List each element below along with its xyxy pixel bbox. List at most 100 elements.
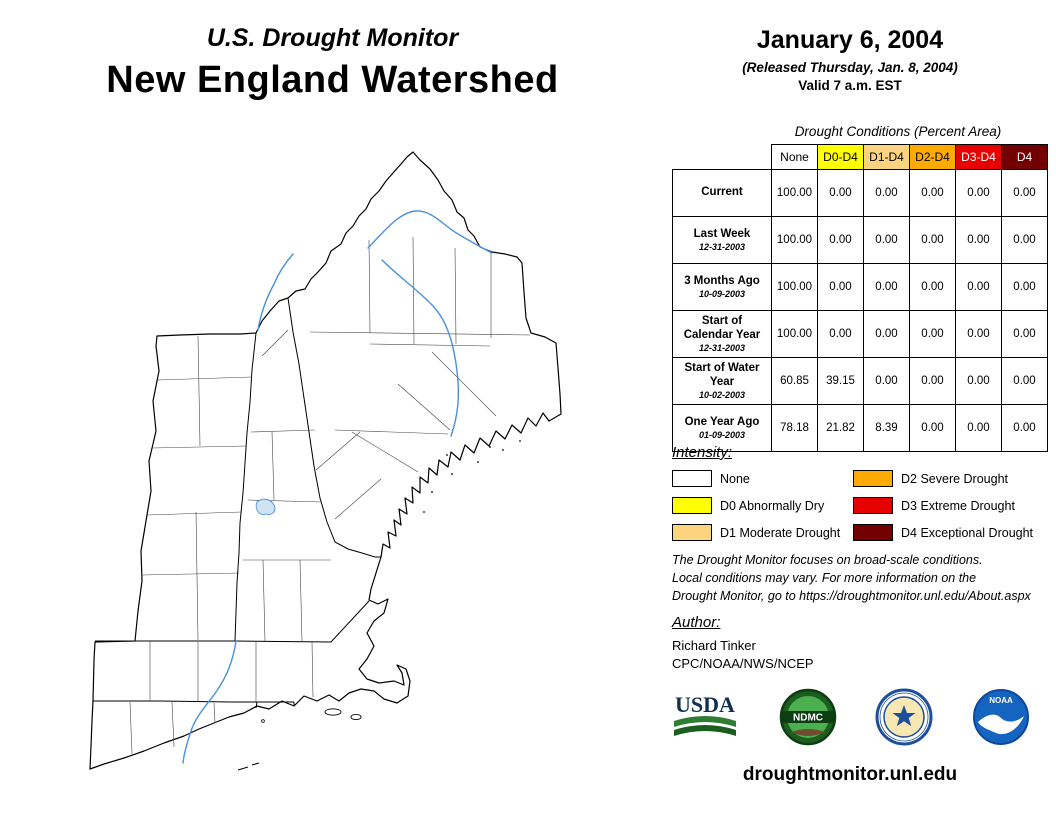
table-cell: 0.00 [909,357,956,405]
row-label: Last Week 12-31-2003 [672,216,772,264]
table-row: One Year Ago 01-09-2003 78.18 21.82 8.39… [672,404,1048,452]
table-cell: 0.00 [817,216,864,264]
table-cell: 0.00 [955,357,1002,405]
table-cell: 78.18 [771,404,818,452]
table-cell: 0.00 [863,263,910,311]
table-row: Last Week 12-31-2003 100.00 0.00 0.00 0.… [672,216,1048,264]
legend-label: D2 Severe Drought [901,471,1009,486]
author-name: Richard Tinker [672,638,756,653]
disclaimer-line: Local conditions may vary. For more info… [672,570,977,585]
author-block: Author: Richard Tinker CPC/NOAA/NWS/NCEP [672,614,814,671]
table-cell: 8.39 [863,404,910,452]
table-cell: 60.85 [771,357,818,405]
table-cell: 100.00 [771,216,818,264]
report-date: January 6, 2004 [756,26,944,54]
column-header: D4 [1001,144,1048,170]
column-header: D2-D4 [909,144,956,170]
table-cell: 0.00 [863,310,910,358]
table-corner-cell [672,144,772,170]
table-cell: 0.00 [909,216,956,264]
table-cell: 0.00 [1001,263,1048,311]
table-cell: 0.00 [955,169,1002,217]
table-cell: 0.00 [1001,310,1048,358]
table-cell: 39.15 [817,357,864,405]
disclaimer-line: The Drought Monitor focuses on broad-sca… [672,553,983,567]
state-borders [93,297,381,709]
svg-text:USDA: USDA [675,692,735,717]
map-svg [89,151,562,771]
legend-label: D4 Exceptional Drought [901,525,1034,540]
legend-swatch [672,524,712,541]
usda-logo: USDA [670,690,740,744]
coastal-islands [237,440,521,771]
table-cell: 0.00 [863,169,910,217]
title-block: U.S. Drought Monitor New England Watersh… [60,24,605,102]
table-cell: 100.00 [771,310,818,358]
legend-item: None [672,470,853,487]
table-row: 3 Months Ago 10-09-2003 100.00 0.00 0.00… [672,263,1048,311]
noaa-logo: NOAA [972,688,1030,746]
legend-item: D1 Moderate Drought [672,524,853,541]
column-header: None [771,144,818,170]
drought-conditions-table: None D0-D4 D1-D4 D2-D4 D3-D4 D4 Current … [672,144,1048,452]
table-cell: 0.00 [1001,216,1048,264]
table-row: Current 100.00 0.00 0.00 0.00 0.00 0.00 [672,169,1048,217]
disclaimer-text: The Drought Monitor focuses on broad-sca… [672,552,1038,605]
commerce-seal-logo [875,688,933,746]
svg-text:NOAA: NOAA [989,696,1013,705]
column-header: D3-D4 [955,144,1002,170]
legend-label: D1 Moderate Drought [720,525,841,540]
usda-logo-icon: USDA [674,692,736,736]
author-organization: CPC/NOAA/NWS/NCEP [672,656,814,671]
release-date: (Released Thursday, Jan. 8, 2004) [742,60,958,75]
noaa-logo-icon: NOAA [972,689,1029,745]
legend-swatch [853,470,893,487]
table-cell: 0.00 [817,169,864,217]
river-lines [182,210,493,764]
table-row: Start of Calendar Year 12-31-2003 100.00… [672,310,1048,358]
column-header: D0-D4 [817,144,864,170]
table-cell: 0.00 [909,169,956,217]
row-label: One Year Ago 01-09-2003 [672,404,772,452]
table-cell: 0.00 [817,263,864,311]
intensity-legend: Intensity: None D0 Abnormally Dry D1 Mod… [672,444,1034,541]
table-row: Start of Water Year 10-02-2003 60.85 39.… [672,357,1048,405]
table-cell: 100.00 [771,169,818,217]
legend-swatch [672,470,712,487]
date-block: January 6, 2004 (Released Thursday, Jan.… [672,26,1028,93]
report-series-title: U.S. Drought Monitor [206,24,459,52]
table-cell: 0.00 [1001,404,1048,452]
legend-item: D0 Abnormally Dry [672,497,853,514]
row-label: 3 Months Ago 10-09-2003 [672,263,772,311]
table-title: Drought Conditions (Percent Area) [794,124,1002,139]
row-label: Current [672,169,772,217]
table-cell: 0.00 [1001,169,1048,217]
agency-logos: USDA NDMC [670,688,1030,746]
table-cell: 0.00 [909,263,956,311]
legend-item: D2 Severe Drought [853,470,1033,487]
legend-swatch [853,497,893,514]
page-title: New England Watershed [106,59,559,101]
author-heading: Author: [672,614,721,631]
table-cell: 0.00 [1001,357,1048,405]
legend-label: D3 Extreme Drought [901,498,1015,513]
commerce-seal-icon [875,688,933,746]
table-cell: 0.00 [909,310,956,358]
table-cell: 0.00 [817,310,864,358]
table-cell: 0.00 [955,216,1002,264]
table-cell: 0.00 [955,310,1002,358]
lake-winnipesaukee [255,498,276,516]
legend-item: D4 Exceptional Drought [853,524,1033,541]
disclaimer-line: Drought Monitor, go to https://droughtmo… [672,588,1031,603]
valid-time: Valid 7 a.m. EST [798,78,902,93]
column-header: D1-D4 [863,144,910,170]
table-cell: 21.82 [817,404,864,452]
landmass-outline [89,151,562,770]
row-label: Start of Water Year 10-02-2003 [672,357,772,405]
table-cell: 0.00 [909,404,956,452]
legend-title: Intensity: [672,444,733,461]
row-label: Start of Calendar Year 12-31-2003 [672,310,772,358]
table-header-row: None D0-D4 D1-D4 D2-D4 D3-D4 D4 [672,144,1048,170]
ndmc-logo: NDMC [779,688,837,746]
